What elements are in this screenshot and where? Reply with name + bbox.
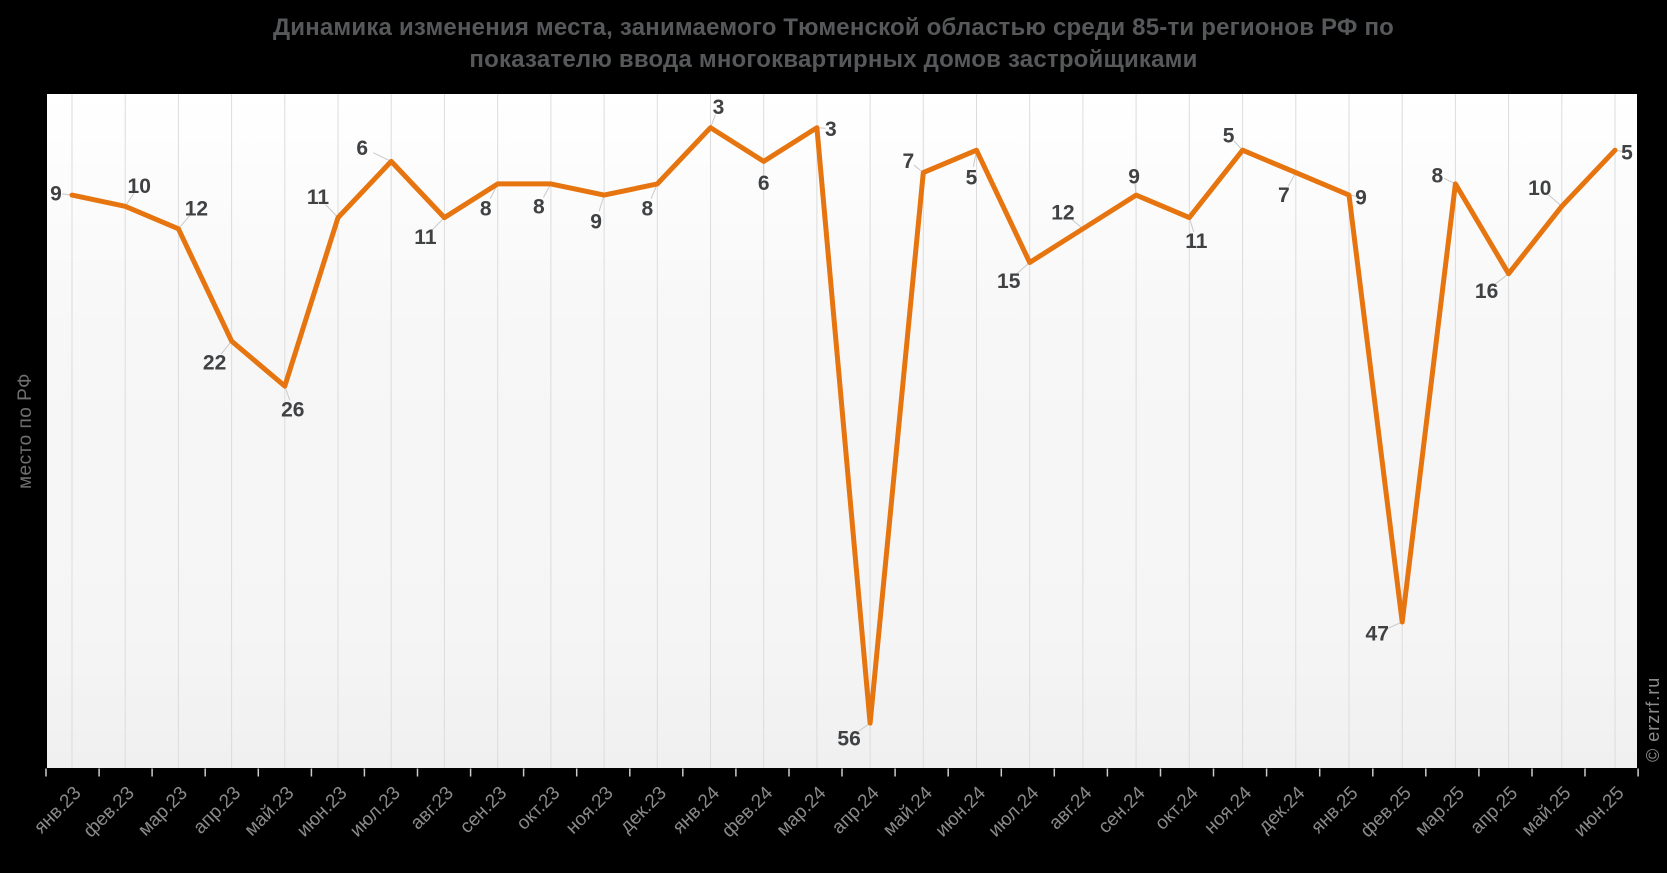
label-leader: [598, 194, 605, 212]
series-line: [69, 125, 1618, 726]
data-label: 26: [281, 399, 304, 422]
x-axis-label: июн.25: [1570, 783, 1629, 842]
x-axis-label: фев.24: [718, 782, 777, 841]
label-leader: [178, 215, 190, 230]
x-axis-label: янв.23: [30, 783, 85, 838]
label-leader: [1547, 194, 1563, 207]
label-leader: [432, 217, 445, 230]
label-leader: [373, 152, 392, 162]
x-axis-label: ноя.24: [1200, 782, 1256, 838]
label-leader: [1494, 273, 1509, 285]
x-axis-label: фев.25: [1357, 783, 1416, 842]
x-axis-label: май.24: [879, 782, 937, 840]
watermark: © erzrf.ru: [1643, 677, 1663, 762]
x-axis-label: июн.23: [293, 783, 352, 842]
x-axis-label: окт.24: [1151, 782, 1203, 834]
x-axis-label: июл.24: [985, 782, 1044, 841]
data-label: 11: [1185, 230, 1208, 253]
data-label: 7: [902, 150, 914, 173]
data-label: 8: [533, 195, 545, 218]
x-axis-label: дек.23: [616, 783, 671, 838]
data-label: 5: [1223, 125, 1235, 148]
x-axis-label: авг.23: [407, 783, 458, 834]
label-leader: [1070, 217, 1084, 230]
x-axis-label: апр.25: [1466, 783, 1522, 839]
label-leader: [1386, 621, 1403, 630]
data-label: 5: [966, 167, 978, 190]
x-axis-label: янв.25: [1307, 783, 1362, 838]
data-label: 7: [1278, 184, 1290, 207]
x-axis-label: май.23: [241, 783, 299, 841]
x-axis-label: мар.25: [1411, 783, 1469, 841]
data-label: 6: [758, 172, 770, 195]
x-axis-label: авг.24: [1045, 782, 1097, 834]
data-label: 8: [1432, 164, 1444, 187]
x-axis-label: апр.24: [828, 782, 884, 838]
x-axis-label: ноя.23: [562, 783, 618, 839]
chart-title-line-2: показателю ввода многоквартирных домов з…: [469, 46, 1198, 73]
data-label: 11: [414, 226, 437, 249]
x-axis-label: апр.23: [189, 783, 245, 839]
x-axis-label: сен.23: [456, 783, 511, 838]
data-label: 9: [50, 183, 62, 206]
x-axis-label: сен.24: [1094, 782, 1149, 837]
x-axis-label: окт.23: [513, 783, 565, 835]
data-labels: 9 10 12 22 26 11 6 11 8 8 9 8 3 6 3 56 7 5 15 12 9 11 5 7 9 47 8 16…: [50, 96, 1633, 750]
data-label: 3: [825, 118, 837, 141]
data-label: 10: [1528, 177, 1551, 200]
x-axis-label: мар.23: [134, 783, 192, 841]
data-label: 11: [307, 186, 330, 209]
data-label: 47: [1366, 623, 1389, 646]
chart-title: Динамика изменения места, занимаемого Тю…: [0, 12, 1667, 76]
data-label: 9: [590, 211, 602, 234]
label-leader: [1287, 172, 1297, 187]
data-label: 9: [1128, 166, 1140, 189]
x-axis-label: дек.24: [1255, 782, 1310, 837]
x-axis-label: июн.24: [932, 782, 991, 841]
x-axis-label: янв.24: [669, 782, 725, 838]
x-axis-label: фев.23: [80, 783, 139, 842]
data-label: 10: [128, 175, 151, 198]
y-axis-title: место по РФ: [15, 373, 36, 489]
label-leader: [284, 385, 291, 401]
x-axis-labels: янв.23фев.23мар.23апр.23май.23июн.23июл.…: [30, 782, 1628, 842]
data-label: 8: [480, 197, 492, 220]
x-axis-label: июл.23: [346, 783, 405, 842]
label-leader: [124, 193, 135, 207]
data-label: 12: [1051, 201, 1074, 224]
chart-title-line-1: Динамика изменения места, занимаемого Тю…: [272, 14, 1395, 41]
data-label: 16: [1475, 280, 1498, 303]
label-leader: [325, 204, 339, 218]
label-leader: [1016, 262, 1031, 275]
data-label: 22: [203, 352, 226, 375]
data-label: 8: [641, 197, 653, 220]
x-axis-label: май.25: [1518, 783, 1576, 841]
data-label: 15: [997, 270, 1021, 293]
data-label: 56: [837, 728, 860, 751]
data-label: 9: [1355, 187, 1367, 210]
label-leader: [220, 340, 232, 355]
data-label: 5: [1621, 142, 1633, 165]
label-leader: [856, 722, 871, 733]
data-label: 12: [185, 197, 208, 220]
data-label: 6: [356, 137, 368, 160]
x-axis-ticks: [45, 768, 1639, 777]
x-axis-label: мар.24: [773, 782, 831, 840]
data-label: 3: [713, 96, 725, 119]
gridlines: [71, 94, 1616, 768]
